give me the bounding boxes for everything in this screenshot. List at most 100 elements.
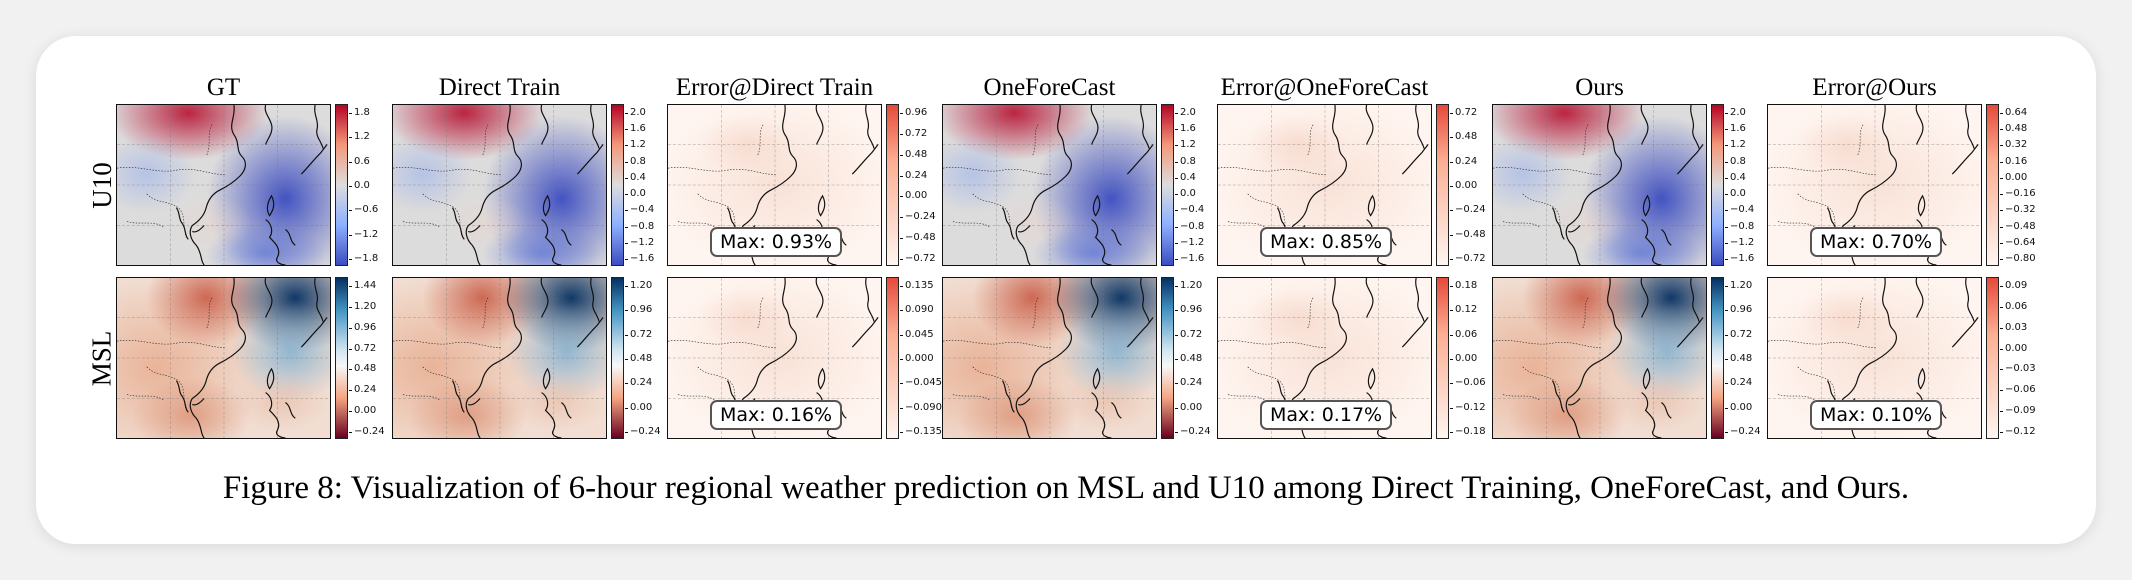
colorbar-tick-label: −0.8 (624, 220, 655, 232)
coastlines (1551, 278, 1704, 438)
colorbar-tick-label: 1.20 (1174, 280, 1203, 291)
colorbar-tick-label: 1.2 (1725, 139, 1746, 151)
colorbar-tick-label: −0.24 (1450, 204, 1486, 216)
colorbar-tick-label: −0.4 (1724, 204, 1755, 216)
colorbar-tick-label: 0.72 (1174, 328, 1203, 340)
panel-u10-ours (1492, 104, 1707, 266)
field-map (1493, 105, 1706, 265)
field-warm-south (957, 376, 1077, 438)
colorbar-tick-label: 0.48 (624, 353, 653, 364)
max-error-label: Max: 0.70% (1810, 227, 1943, 257)
colorbar-tick-label: −0.06 (1450, 377, 1486, 389)
colorbar-tick-label: 1.20 (348, 300, 377, 312)
colorbar-tick-label: −0.09 (2000, 405, 2036, 417)
colorbar-tick-label: −1.2 (624, 236, 655, 248)
colorbar-tick-label: 0.8 (1175, 155, 1196, 167)
colorbar-tick-label: 1.6 (1725, 123, 1746, 135)
colorbar-tick-label: 0.00 (899, 190, 928, 202)
panel-u10-error-ours-colorbar (1986, 104, 1999, 266)
colorbar-tick-label: −0.72 (900, 253, 936, 264)
panel-msl-error-oneforecast: Max: 0.17% (1217, 277, 1432, 439)
panel-u10-ours-colorbar (1711, 104, 1724, 266)
colorbar-tick-label: 0.72 (1724, 328, 1753, 340)
field-neutral-patch (1547, 193, 1627, 254)
panel-msl-error-ours-colorbar (1986, 277, 1999, 439)
colorbar-tick-label: 0.0 (349, 180, 370, 191)
field-warm-east (506, 371, 606, 432)
field-warm-east (230, 371, 330, 432)
colorbar-tick-label: 0.24 (348, 384, 377, 396)
field-neutral-patch (171, 193, 251, 254)
panel-msl-direct-train-colorbar (611, 277, 624, 439)
max-error-label: Max: 0.16% (710, 400, 843, 430)
colorbar-tick-label: 0.00 (1999, 171, 2028, 183)
colorbar-tick-label: 2.0 (625, 107, 646, 118)
panel-msl-gt-colorbar (335, 277, 348, 439)
colorbar-tick-label: −1.6 (1174, 253, 1205, 264)
colorbar-tick-label: −0.24 (1725, 426, 1761, 437)
field-neutral-patch (447, 193, 527, 254)
colorbar-tick-label: −0.24 (900, 211, 936, 223)
panel-u10-gt-colorbar (335, 104, 348, 266)
colorbar-tick-label: 0.135 (900, 280, 934, 291)
colorbar-tick-label: 0.00 (1724, 401, 1753, 413)
colorbar-tick-label: 0.96 (1174, 304, 1203, 316)
colorbar-tick-label: 0.4 (625, 171, 646, 183)
colorbar-tick-label: −0.6 (348, 204, 379, 216)
panel-msl-direct-train (392, 277, 607, 439)
colorbar-tick-label: 0.03 (1999, 321, 2028, 333)
colorbar-tick-label: 0.48 (1724, 353, 1753, 364)
field-error-patch (1247, 114, 1347, 175)
panel-u10-error-direct-train: Max: 0.93% (667, 104, 882, 266)
panel-msl-oneforecast (942, 277, 1157, 439)
column-title-error-ours: Error@Ours (1812, 74, 1937, 101)
field-map (117, 105, 330, 265)
field-map (943, 278, 1156, 438)
colorbar-tick-label: −0.80 (2000, 253, 2036, 264)
colorbar-tick-label: 0.72 (348, 342, 377, 354)
panel-msl-oneforecast-colorbar (1161, 277, 1174, 439)
colorbar-tick-label: 0.96 (1724, 304, 1753, 316)
field-neutral-patch (997, 193, 1077, 254)
colorbar-tick-label: 0.4 (1175, 171, 1196, 183)
colorbar-tick-label: 0.045 (900, 328, 934, 340)
colorbar-tick-label: 1.6 (1175, 123, 1196, 135)
field-warm-south (131, 376, 251, 438)
colorbar-tick-label: −1.6 (1724, 253, 1755, 264)
field-map (1218, 278, 1431, 438)
coastlines (451, 278, 604, 438)
panel-u10-error-oneforecast-colorbar (1436, 104, 1449, 266)
column-title-oneforecast: OneForeCast (983, 74, 1116, 101)
field-warm-south (1507, 376, 1627, 438)
colorbar-tick-label: 0.00 (624, 401, 653, 413)
colorbar-tick-label: −1.8 (348, 253, 379, 264)
colorbar-tick-label: 1.6 (625, 123, 646, 135)
colorbar-tick-label: 0.96 (348, 321, 377, 333)
colorbar-tick-label: −0.090 (899, 401, 943, 413)
colorbar-tick-label: 1.20 (624, 280, 653, 291)
colorbar-tick-label: 0.24 (624, 377, 653, 389)
colorbar-tick-label: 1.44 (348, 280, 377, 291)
colorbar-tick-label: 0.00 (1449, 353, 1478, 364)
colorbar-tick-label: −0.06 (2000, 384, 2036, 396)
gridlines (117, 278, 330, 438)
coastlines (451, 105, 604, 265)
max-error-label: Max: 0.93% (710, 227, 843, 257)
column-title-error-oneforecast: Error@OneForeCast (1220, 74, 1429, 101)
colorbar-tick-label: 0.06 (1999, 300, 2028, 312)
colorbar-tick-label: −0.24 (349, 426, 385, 437)
colorbar-tick-label: 0.00 (1449, 180, 1478, 191)
colorbar-tick-label: 1.8 (349, 107, 370, 118)
colorbar-tick-label: −0.64 (2000, 236, 2036, 248)
colorbar-tick-label: 0.48 (1174, 353, 1203, 364)
max-error-label: Max: 0.85% (1260, 227, 1393, 257)
panel-u10-error-oneforecast: Max: 0.85% (1217, 104, 1432, 266)
coastlines (1826, 278, 1979, 438)
colorbar-tick-label: 0.48 (899, 148, 928, 160)
colorbar-tick-label: 0.0 (1175, 188, 1196, 200)
panel-msl-error-direct-train: Max: 0.16% (667, 277, 882, 439)
panel-msl-error-direct-train-colorbar (886, 277, 899, 439)
max-error-label: Max: 0.10% (1810, 400, 1943, 430)
panel-u10-gt (116, 104, 331, 266)
column-title-ours: Ours (1575, 74, 1624, 101)
